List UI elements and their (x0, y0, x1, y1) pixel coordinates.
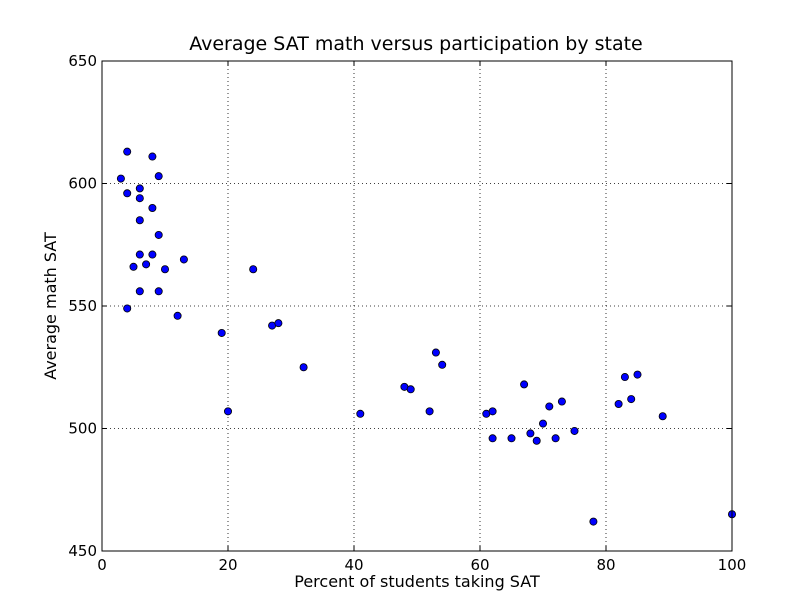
data-point (526, 429, 535, 438)
data-point (123, 147, 132, 156)
data-point (557, 397, 566, 406)
x-tick-label: 100 (718, 556, 747, 574)
data-point (116, 174, 125, 183)
y-tick-label: 450 (68, 542, 97, 560)
data-point (179, 255, 188, 264)
data-point (129, 262, 138, 271)
data-point (532, 436, 541, 445)
data-point (154, 230, 163, 239)
x-tick-labels: 0 20 40 60 80 100 (97, 556, 746, 574)
data-point (356, 409, 365, 418)
data-point (142, 260, 151, 269)
data-point (123, 189, 132, 198)
data-point (135, 287, 144, 296)
data-point (507, 434, 516, 443)
data-point (431, 348, 440, 357)
y-tick-label: 650 (68, 52, 97, 70)
x-tick-label: 60 (470, 556, 489, 574)
data-point (520, 380, 529, 389)
y-tick-labels: 450 500 550 600 650 (68, 52, 97, 560)
data-point (123, 304, 132, 313)
x-axis-title: Percent of students taking SAT (294, 572, 540, 591)
data-point (539, 419, 548, 428)
data-point (551, 434, 560, 443)
data-point (425, 407, 434, 416)
x-tick-label: 20 (218, 556, 237, 574)
data-point (658, 412, 667, 421)
y-tick-label: 550 (68, 297, 97, 315)
y-tick-label: 600 (68, 175, 97, 193)
data-point (135, 250, 144, 259)
data-point (160, 265, 169, 274)
x-tick-label: 40 (344, 556, 363, 574)
data-point (135, 194, 144, 203)
data-point (135, 184, 144, 193)
y-axis-title: Average math SAT (41, 232, 60, 380)
data-point (217, 328, 226, 337)
data-point (620, 373, 629, 382)
data-point (570, 426, 579, 435)
data-point (488, 434, 497, 443)
x-tick-label: 0 (97, 556, 107, 574)
data-point (173, 311, 182, 320)
data-point (135, 216, 144, 225)
data-point (249, 265, 258, 274)
data-point (299, 363, 308, 372)
data-point (223, 407, 232, 416)
data-point (438, 360, 447, 369)
data-point (148, 250, 157, 259)
data-point (274, 319, 283, 328)
data-point (154, 172, 163, 181)
axis-ticks (101, 60, 733, 552)
data-point (148, 203, 157, 212)
chart-title: Average SAT math versus participation by… (189, 33, 643, 55)
data-point (148, 152, 157, 161)
data-points (116, 147, 737, 526)
data-point (614, 399, 623, 408)
x-tick-label: 80 (596, 556, 615, 574)
data-point (488, 407, 497, 416)
grid-lines (102, 61, 732, 551)
data-point (633, 370, 642, 379)
data-point (406, 385, 415, 394)
data-point (589, 517, 598, 526)
data-point (545, 402, 554, 411)
data-point (154, 287, 163, 296)
data-point (627, 395, 636, 404)
y-tick-label: 500 (68, 420, 97, 438)
